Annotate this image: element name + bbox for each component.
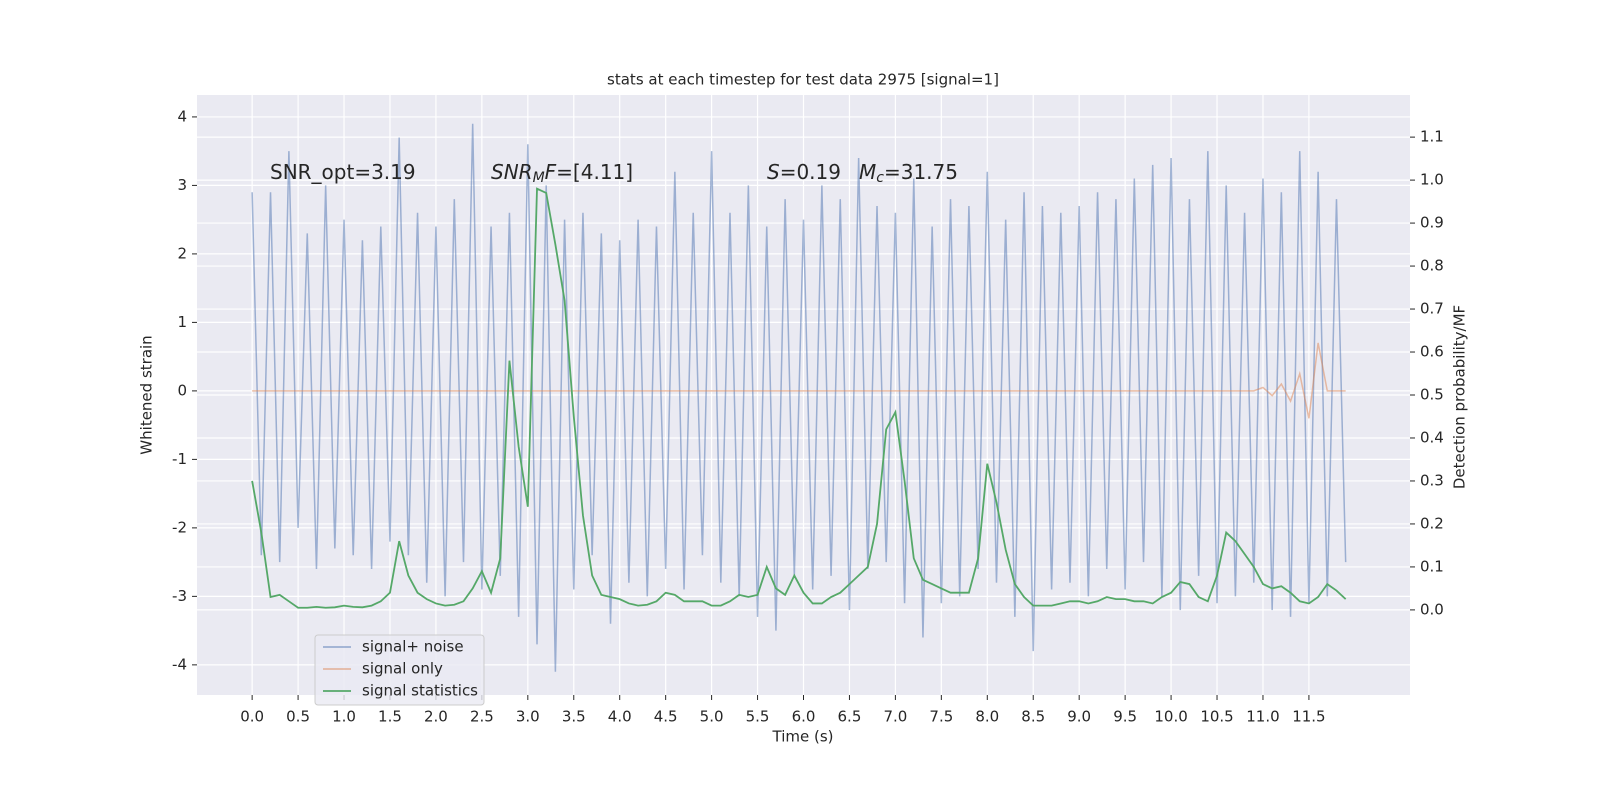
legend-label: signal only <box>362 660 443 678</box>
x-tick-label: 11.5 <box>1292 708 1325 726</box>
x-tick-label: 3.0 <box>516 708 540 726</box>
y-tick-label: -2 <box>172 518 187 536</box>
x-tick-label: 2.5 <box>470 708 494 726</box>
x-tick-label: 4.5 <box>654 708 678 726</box>
x-tick-label: 9.5 <box>1113 708 1137 726</box>
legend-label: signal statistics <box>362 682 478 700</box>
annotation-part: M <box>533 170 545 186</box>
y2-tick-label: 1.0 <box>1420 171 1444 189</box>
x-tick-label: 0.5 <box>286 708 310 726</box>
y-tick-label: -1 <box>172 450 187 468</box>
x-tick-label: 6.5 <box>838 708 862 726</box>
annotation-part: S <box>767 160 780 184</box>
y2-tick-label: 0.2 <box>1420 514 1444 532</box>
y2-tick-label: 1.1 <box>1420 128 1444 146</box>
x-tick-label: 4.0 <box>608 708 632 726</box>
y2-axis-label: Detection probability/MF <box>1451 305 1469 489</box>
y-axis-label: Whitened strain <box>138 335 156 454</box>
x-tick-label: 2.0 <box>424 708 448 726</box>
series-line <box>251 123 1347 672</box>
y2-tick-label: 0.5 <box>1420 386 1444 404</box>
series-line <box>252 342 1346 419</box>
y-tick-label: -3 <box>172 587 187 605</box>
annotation-part: =[4.11] <box>556 160 633 184</box>
y2-tick-label: 0.9 <box>1420 214 1444 232</box>
x-tick-label: 7.0 <box>883 708 907 726</box>
series-line <box>251 187 1347 609</box>
y2-tick-label: 0.6 <box>1420 343 1444 361</box>
y-tick-label: -4 <box>172 655 187 673</box>
x-tick-label: 10.5 <box>1200 708 1233 726</box>
y2-tick-label: 0.7 <box>1420 300 1444 318</box>
annotation-part: M <box>859 160 876 184</box>
annotation: SNR_opt=3.19 <box>270 160 416 184</box>
x-tick-label: 0.0 <box>240 708 264 726</box>
y-tick-label: 2 <box>177 244 187 262</box>
annotation-part: SNR_opt=3.19 <box>270 160 416 184</box>
x-tick-label: 10.0 <box>1154 708 1187 726</box>
x-tick-label: 3.5 <box>562 708 586 726</box>
x-tick-label: 8.0 <box>975 708 999 726</box>
annotation-part: F <box>545 160 557 184</box>
legend-label: signal+ noise <box>362 638 464 656</box>
legend-box <box>314 634 485 706</box>
y-tick-label: 3 <box>177 176 187 194</box>
y2-tick-label: 0.0 <box>1420 600 1444 618</box>
annotation-part: c <box>876 170 884 186</box>
annotation-part: =31.75 <box>884 160 958 184</box>
annotation: S=0.19 <box>767 160 841 184</box>
x-tick-label: 8.5 <box>1021 708 1045 726</box>
annotation: Mc=31.75 <box>859 160 958 187</box>
x-tick-label: 1.0 <box>332 708 356 726</box>
x-axis-label: Time (s) <box>772 728 834 746</box>
y-tick-label: 4 <box>177 107 187 125</box>
x-tick-label: 7.5 <box>929 708 953 726</box>
x-tick-label: 5.0 <box>700 708 724 726</box>
legend: signal+ noise signal only signal statistic… <box>314 634 485 706</box>
chart-title: stats at each timestep for test data 297… <box>607 71 999 89</box>
y-tick-label: 1 <box>177 313 187 331</box>
annotation-part: SNR <box>491 160 533 184</box>
x-tick-label: 6.0 <box>792 708 816 726</box>
x-tick-label: 1.5 <box>378 708 402 726</box>
y2-tick-label: 0.1 <box>1420 557 1444 575</box>
y2-tick-label: 0.8 <box>1420 257 1444 275</box>
y-tick-label: 0 <box>177 381 187 399</box>
x-tick-label: 11.0 <box>1246 708 1279 726</box>
x-tick-label: 5.5 <box>746 708 770 726</box>
x-tick-label: 9.0 <box>1067 708 1091 726</box>
y2-tick-label: 0.4 <box>1420 428 1444 446</box>
annotation-part: =0.19 <box>780 160 841 184</box>
y2-tick-label: 0.3 <box>1420 471 1444 489</box>
annotation: SNRMF=[4.11] <box>491 160 633 187</box>
